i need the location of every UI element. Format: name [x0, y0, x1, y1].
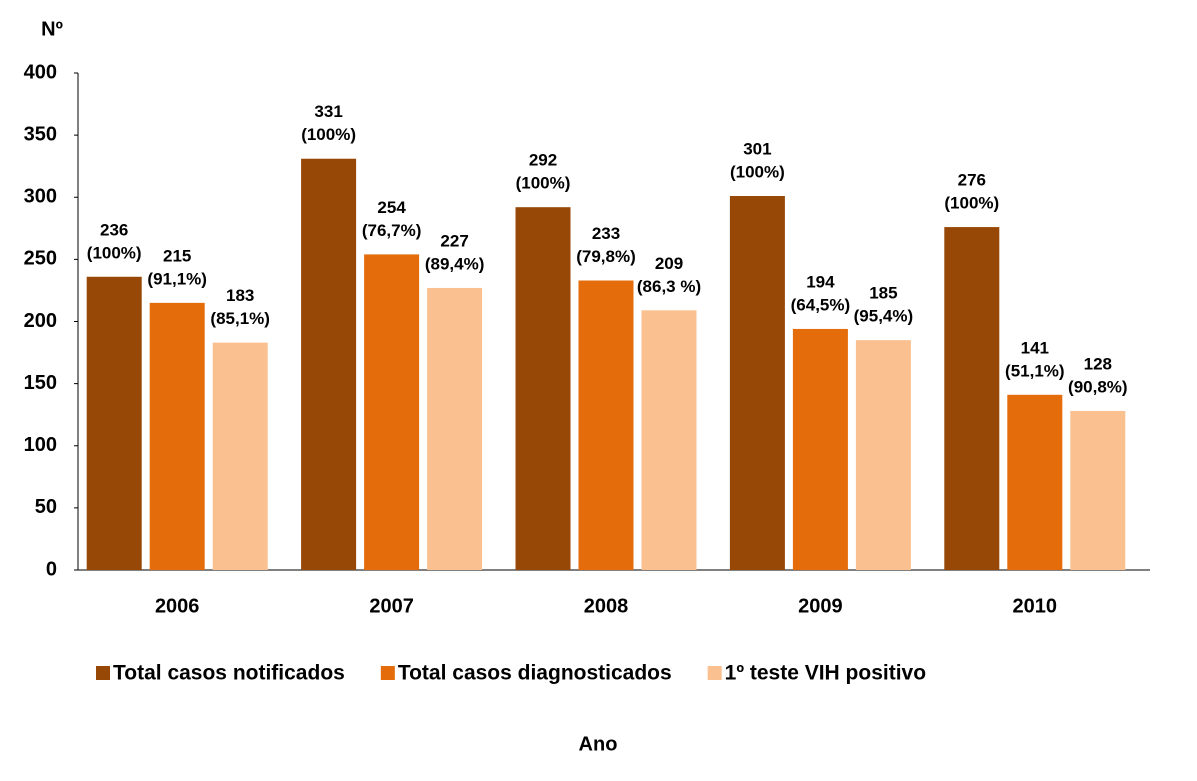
value-label: (51,1%) [1005, 361, 1065, 380]
value-label: 227 [440, 231, 468, 250]
value-label: (100%) [516, 174, 571, 193]
value-label: 276 [958, 171, 986, 190]
value-label: (95,4%) [854, 307, 914, 326]
value-label: (85,1%) [210, 309, 270, 328]
value-label: 331 [314, 102, 342, 121]
bar [86, 276, 142, 570]
y-tick-label: 100 [24, 434, 57, 456]
y-tick-label: 250 [24, 248, 57, 270]
value-label: (76,7%) [362, 221, 422, 240]
bar [729, 196, 785, 570]
value-label: 128 [1084, 354, 1112, 373]
bar [855, 340, 911, 570]
value-label: (64,5%) [791, 295, 851, 314]
value-label: 254 [377, 198, 406, 217]
value-label: (86,3 %) [637, 277, 701, 296]
value-label: (100%) [944, 194, 999, 213]
y-tick-label: 0 [46, 558, 57, 580]
value-label: (89,4%) [425, 254, 485, 273]
value-label: 292 [529, 151, 557, 170]
x-tick-label: 2009 [798, 595, 843, 617]
bar [364, 254, 420, 570]
value-label: (90,8%) [1068, 377, 1128, 396]
bar [427, 287, 483, 570]
value-label: 194 [806, 272, 835, 291]
x-tick-label: 2010 [1013, 595, 1058, 617]
y-tick-label: 200 [24, 310, 57, 332]
value-label: (91,1%) [147, 269, 207, 288]
value-label: (79,8%) [576, 247, 636, 266]
bar [301, 158, 357, 571]
bar [944, 227, 1000, 570]
value-label: (100%) [87, 243, 142, 262]
y-tick-label: 150 [24, 372, 57, 394]
bar [578, 280, 634, 570]
legend-swatch [380, 666, 395, 680]
bar [792, 328, 848, 570]
bar [212, 342, 268, 570]
legend-label: 1º teste VIH positivo [725, 662, 926, 685]
bar [515, 207, 571, 570]
x-tick-label: 2008 [584, 595, 629, 617]
bar [1070, 410, 1126, 570]
value-label: 233 [592, 224, 620, 243]
x-axis-label: Ano [579, 733, 618, 755]
x-tick-label: 2006 [155, 595, 200, 617]
bar [149, 302, 205, 570]
value-label: 141 [1021, 338, 1049, 357]
y-tick-label: 350 [24, 123, 57, 145]
y-tick-label: 400 [24, 61, 57, 83]
value-label: 209 [655, 254, 683, 273]
value-label: 215 [163, 246, 191, 265]
legend-swatch [96, 666, 110, 680]
y-tick-label: 300 [24, 186, 57, 208]
legend-label: Total casos diagnosticados [398, 662, 672, 685]
bar [1007, 394, 1063, 570]
value-label: (100%) [301, 125, 356, 144]
bar [641, 310, 697, 570]
y-tick-label: 50 [35, 496, 57, 518]
value-label: 301 [743, 139, 771, 158]
y-axis-label: Nº [41, 18, 63, 40]
value-label: (100%) [730, 162, 785, 181]
legend-swatch [707, 666, 722, 680]
value-label: 183 [226, 286, 254, 305]
legend-label: Total casos notificados [113, 662, 345, 685]
x-tick-label: 2007 [369, 595, 414, 617]
value-label: 185 [869, 284, 897, 303]
value-label: 236 [100, 220, 128, 239]
